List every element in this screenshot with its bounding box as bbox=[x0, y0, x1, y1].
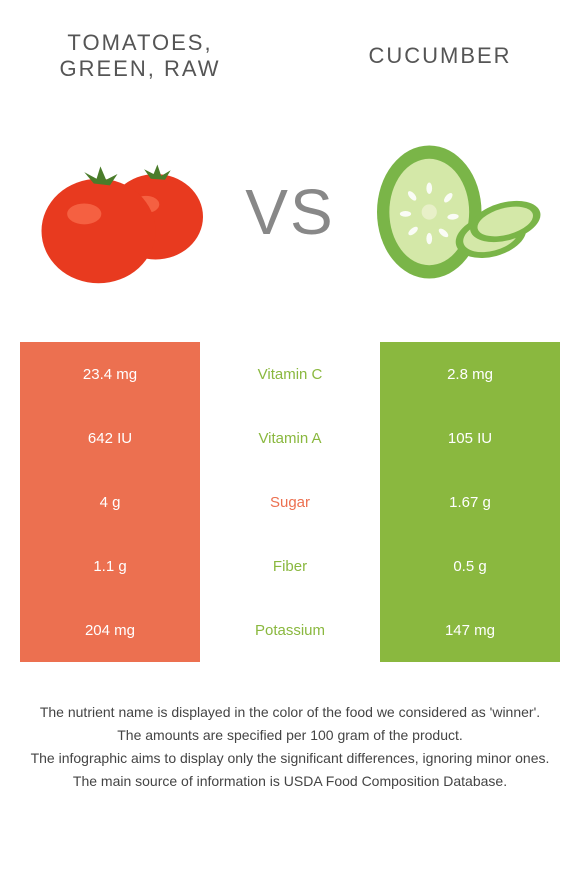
footer-line: The nutrient name is displayed in the co… bbox=[20, 702, 560, 723]
table-row: 4 gSugar1.67 g bbox=[20, 470, 560, 534]
nutrient-name-cell: Sugar bbox=[200, 470, 380, 534]
nutrient-name-cell: Fiber bbox=[200, 534, 380, 598]
comparison-table: 23.4 mgVitamin C2.8 mg642 IUVitamin A105… bbox=[20, 342, 560, 662]
left-food-title: TOMATOES, GREEN, RAW bbox=[40, 30, 240, 82]
footer-line: The infographic aims to display only the… bbox=[20, 748, 560, 769]
vs-label: VS bbox=[245, 175, 334, 249]
right-value-cell: 105 IU bbox=[380, 406, 560, 470]
right-value-cell: 1.67 g bbox=[380, 470, 560, 534]
right-value-cell: 147 mg bbox=[380, 598, 560, 662]
nutrient-name-cell: Potassium bbox=[200, 598, 380, 662]
cucumber-icon bbox=[358, 132, 548, 292]
left-value-cell: 23.4 mg bbox=[20, 342, 200, 406]
tomato-image bbox=[32, 132, 222, 292]
right-value-cell: 2.8 mg bbox=[380, 342, 560, 406]
right-food-title: CUCUMBER bbox=[340, 43, 540, 69]
left-value-cell: 642 IU bbox=[20, 406, 200, 470]
nutrient-name-cell: Vitamin C bbox=[200, 342, 380, 406]
left-value-cell: 4 g bbox=[20, 470, 200, 534]
right-value-cell: 0.5 g bbox=[380, 534, 560, 598]
table-row: 1.1 gFiber0.5 g bbox=[20, 534, 560, 598]
header: TOMATOES, GREEN, RAW CUCUMBER bbox=[0, 0, 580, 102]
footer: The nutrient name is displayed in the co… bbox=[0, 662, 580, 792]
cucumber-image bbox=[358, 132, 548, 292]
footer-line: The main source of information is USDA F… bbox=[20, 771, 560, 792]
table-row: 204 mgPotassium147 mg bbox=[20, 598, 560, 662]
left-value-cell: 204 mg bbox=[20, 598, 200, 662]
images-row: VS bbox=[0, 102, 580, 342]
table-row: 23.4 mgVitamin C2.8 mg bbox=[20, 342, 560, 406]
nutrient-name-cell: Vitamin A bbox=[200, 406, 380, 470]
tomato-icon bbox=[32, 132, 222, 292]
left-value-cell: 1.1 g bbox=[20, 534, 200, 598]
table-row: 642 IUVitamin A105 IU bbox=[20, 406, 560, 470]
footer-line: The amounts are specified per 100 gram o… bbox=[20, 725, 560, 746]
